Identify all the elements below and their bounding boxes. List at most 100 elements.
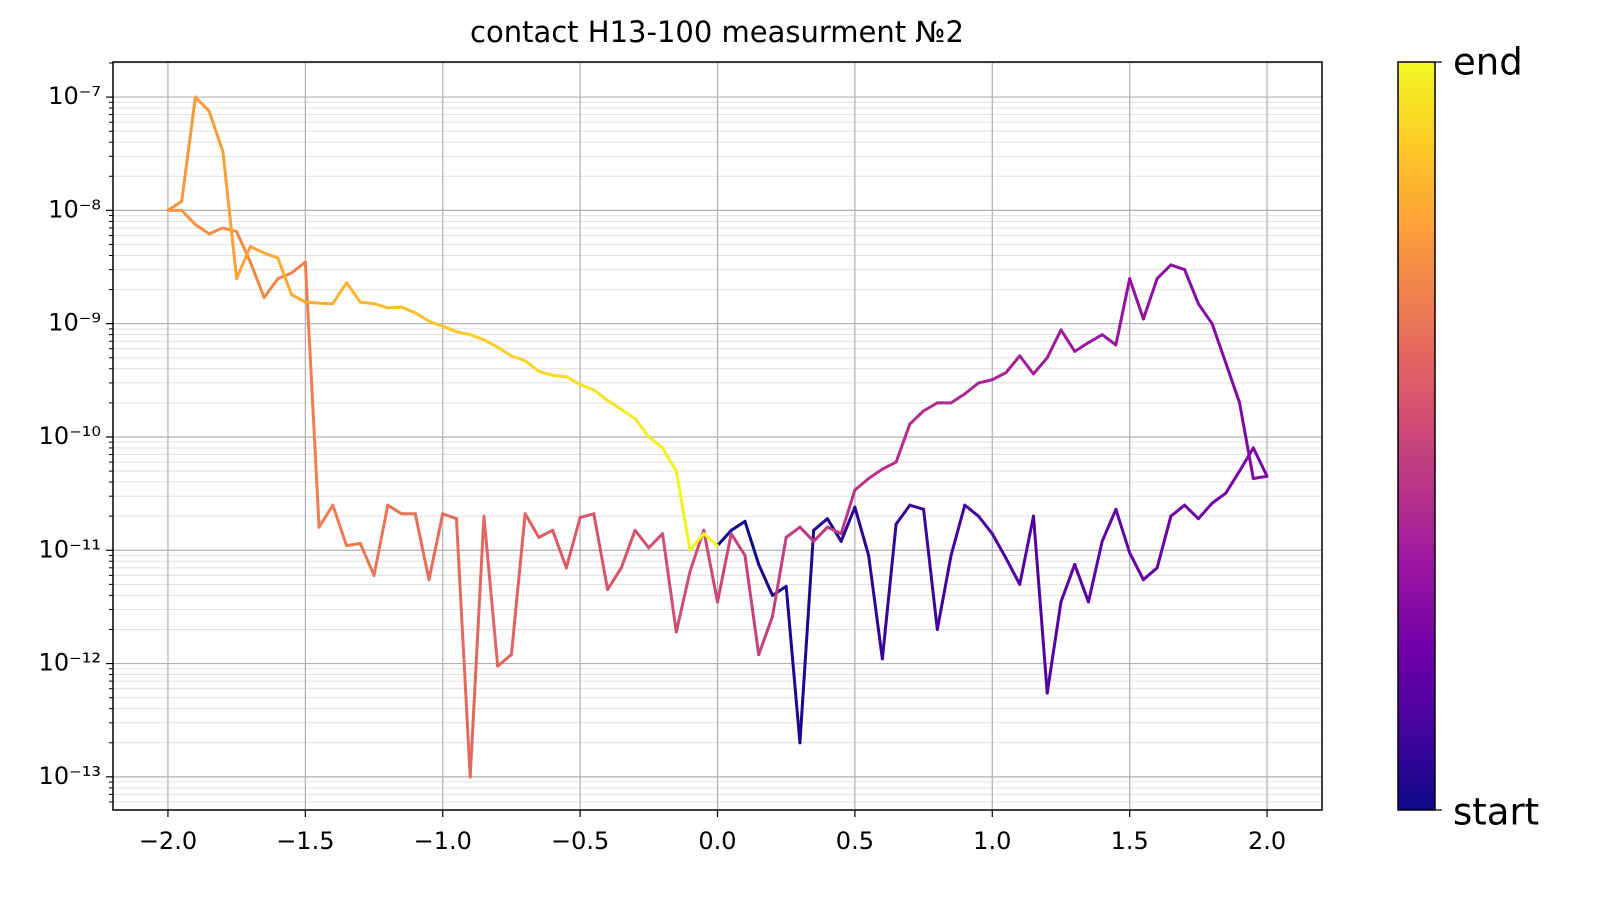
line-segment [537, 528, 555, 539]
line-segment [345, 281, 362, 304]
line-segment [963, 503, 981, 518]
line-segment [880, 460, 898, 471]
line-segment [509, 354, 527, 363]
line-segment [977, 378, 994, 385]
line-segment [1196, 302, 1214, 326]
y-tick-label: 10⁻¹⁰ [39, 422, 101, 450]
line-segment [551, 373, 568, 379]
line-segment [949, 392, 967, 405]
line-segment [1045, 328, 1063, 360]
y-tick-label: 10⁻¹¹ [39, 535, 101, 563]
line-segment [221, 150, 239, 281]
line-segment [1169, 263, 1187, 272]
line-segment [482, 514, 500, 668]
line-segment [427, 512, 445, 582]
line-segment [688, 532, 706, 552]
line-segment [812, 525, 829, 543]
line-segment [1251, 474, 1269, 481]
line-segment [166, 199, 184, 212]
y-tick-label: 10⁻⁷ [48, 82, 101, 110]
line-segment [1155, 514, 1173, 570]
colorbar-label: end [1453, 41, 1523, 84]
line-segment [303, 260, 321, 529]
line-segment [661, 532, 678, 634]
line-segment [248, 260, 266, 300]
line-segment [661, 446, 678, 473]
line-segment [716, 528, 733, 548]
line-segment [908, 503, 926, 511]
line-segment [963, 381, 981, 396]
line-segment [839, 488, 857, 536]
line-segment [798, 528, 816, 745]
line-segment [400, 305, 417, 315]
line-segment [303, 300, 321, 305]
line-segment [468, 514, 486, 779]
line-segment [1073, 341, 1090, 353]
line-segment [262, 251, 280, 260]
line-segment [345, 541, 362, 548]
line-segment [386, 503, 404, 516]
line-segment [235, 244, 252, 281]
line-segment [578, 512, 596, 519]
line-segment [1073, 562, 1090, 604]
line-segment [1183, 503, 1200, 521]
line-segment [441, 512, 458, 521]
line-segment [977, 514, 994, 536]
line-segment [633, 528, 651, 550]
line-segment [1224, 361, 1242, 405]
line-segment [1114, 277, 1132, 347]
line-segment [1018, 514, 1035, 586]
line-segment [702, 528, 719, 604]
line-segment [743, 519, 761, 566]
line-segment [427, 319, 445, 328]
y-tick-label: 10⁻¹² [39, 649, 101, 677]
line-segment [578, 383, 596, 392]
line-segment [990, 371, 1008, 382]
line-segment [825, 525, 843, 536]
line-segment [784, 525, 802, 539]
line-segment [1031, 356, 1049, 376]
line-segment [454, 330, 472, 337]
line-segment [496, 345, 513, 358]
line-segment [619, 407, 637, 421]
line-segment [729, 519, 747, 532]
line-segment [702, 532, 719, 548]
line-segment [358, 300, 376, 306]
line-segment [853, 477, 871, 492]
line-segment [523, 512, 541, 539]
line-segment [674, 469, 692, 552]
y-tick-label: 10⁻⁹ [48, 309, 101, 337]
line-segment [798, 525, 816, 543]
line-segment [1018, 354, 1035, 376]
line-segment [1059, 328, 1077, 353]
line-segment [935, 553, 953, 631]
line-segment [207, 226, 225, 236]
line-segment [606, 398, 623, 411]
line-segment [386, 305, 404, 310]
line-segment [729, 532, 747, 557]
colorbar [1397, 61, 1436, 811]
line-segment [1128, 551, 1145, 582]
line-segment [413, 311, 431, 323]
line-segment [564, 515, 582, 570]
line-segment [922, 401, 939, 413]
line-segment [317, 301, 335, 306]
line-segment [331, 503, 349, 548]
plot-frame [112, 61, 1323, 811]
x-tick-label: −2.0 [139, 827, 197, 855]
line-segment [221, 226, 239, 234]
line-segment [1224, 469, 1242, 495]
line-segment [1100, 507, 1118, 543]
line-segment [551, 528, 568, 570]
line-segment [180, 208, 197, 227]
line-segment [770, 535, 788, 619]
line-segment [867, 467, 884, 481]
line-segment [1251, 446, 1269, 478]
line-segment [537, 369, 555, 377]
line-segment [1059, 562, 1077, 604]
line-segment [207, 109, 225, 154]
line-segment [358, 541, 376, 577]
line-segment [262, 277, 280, 300]
line-segment [592, 388, 610, 402]
